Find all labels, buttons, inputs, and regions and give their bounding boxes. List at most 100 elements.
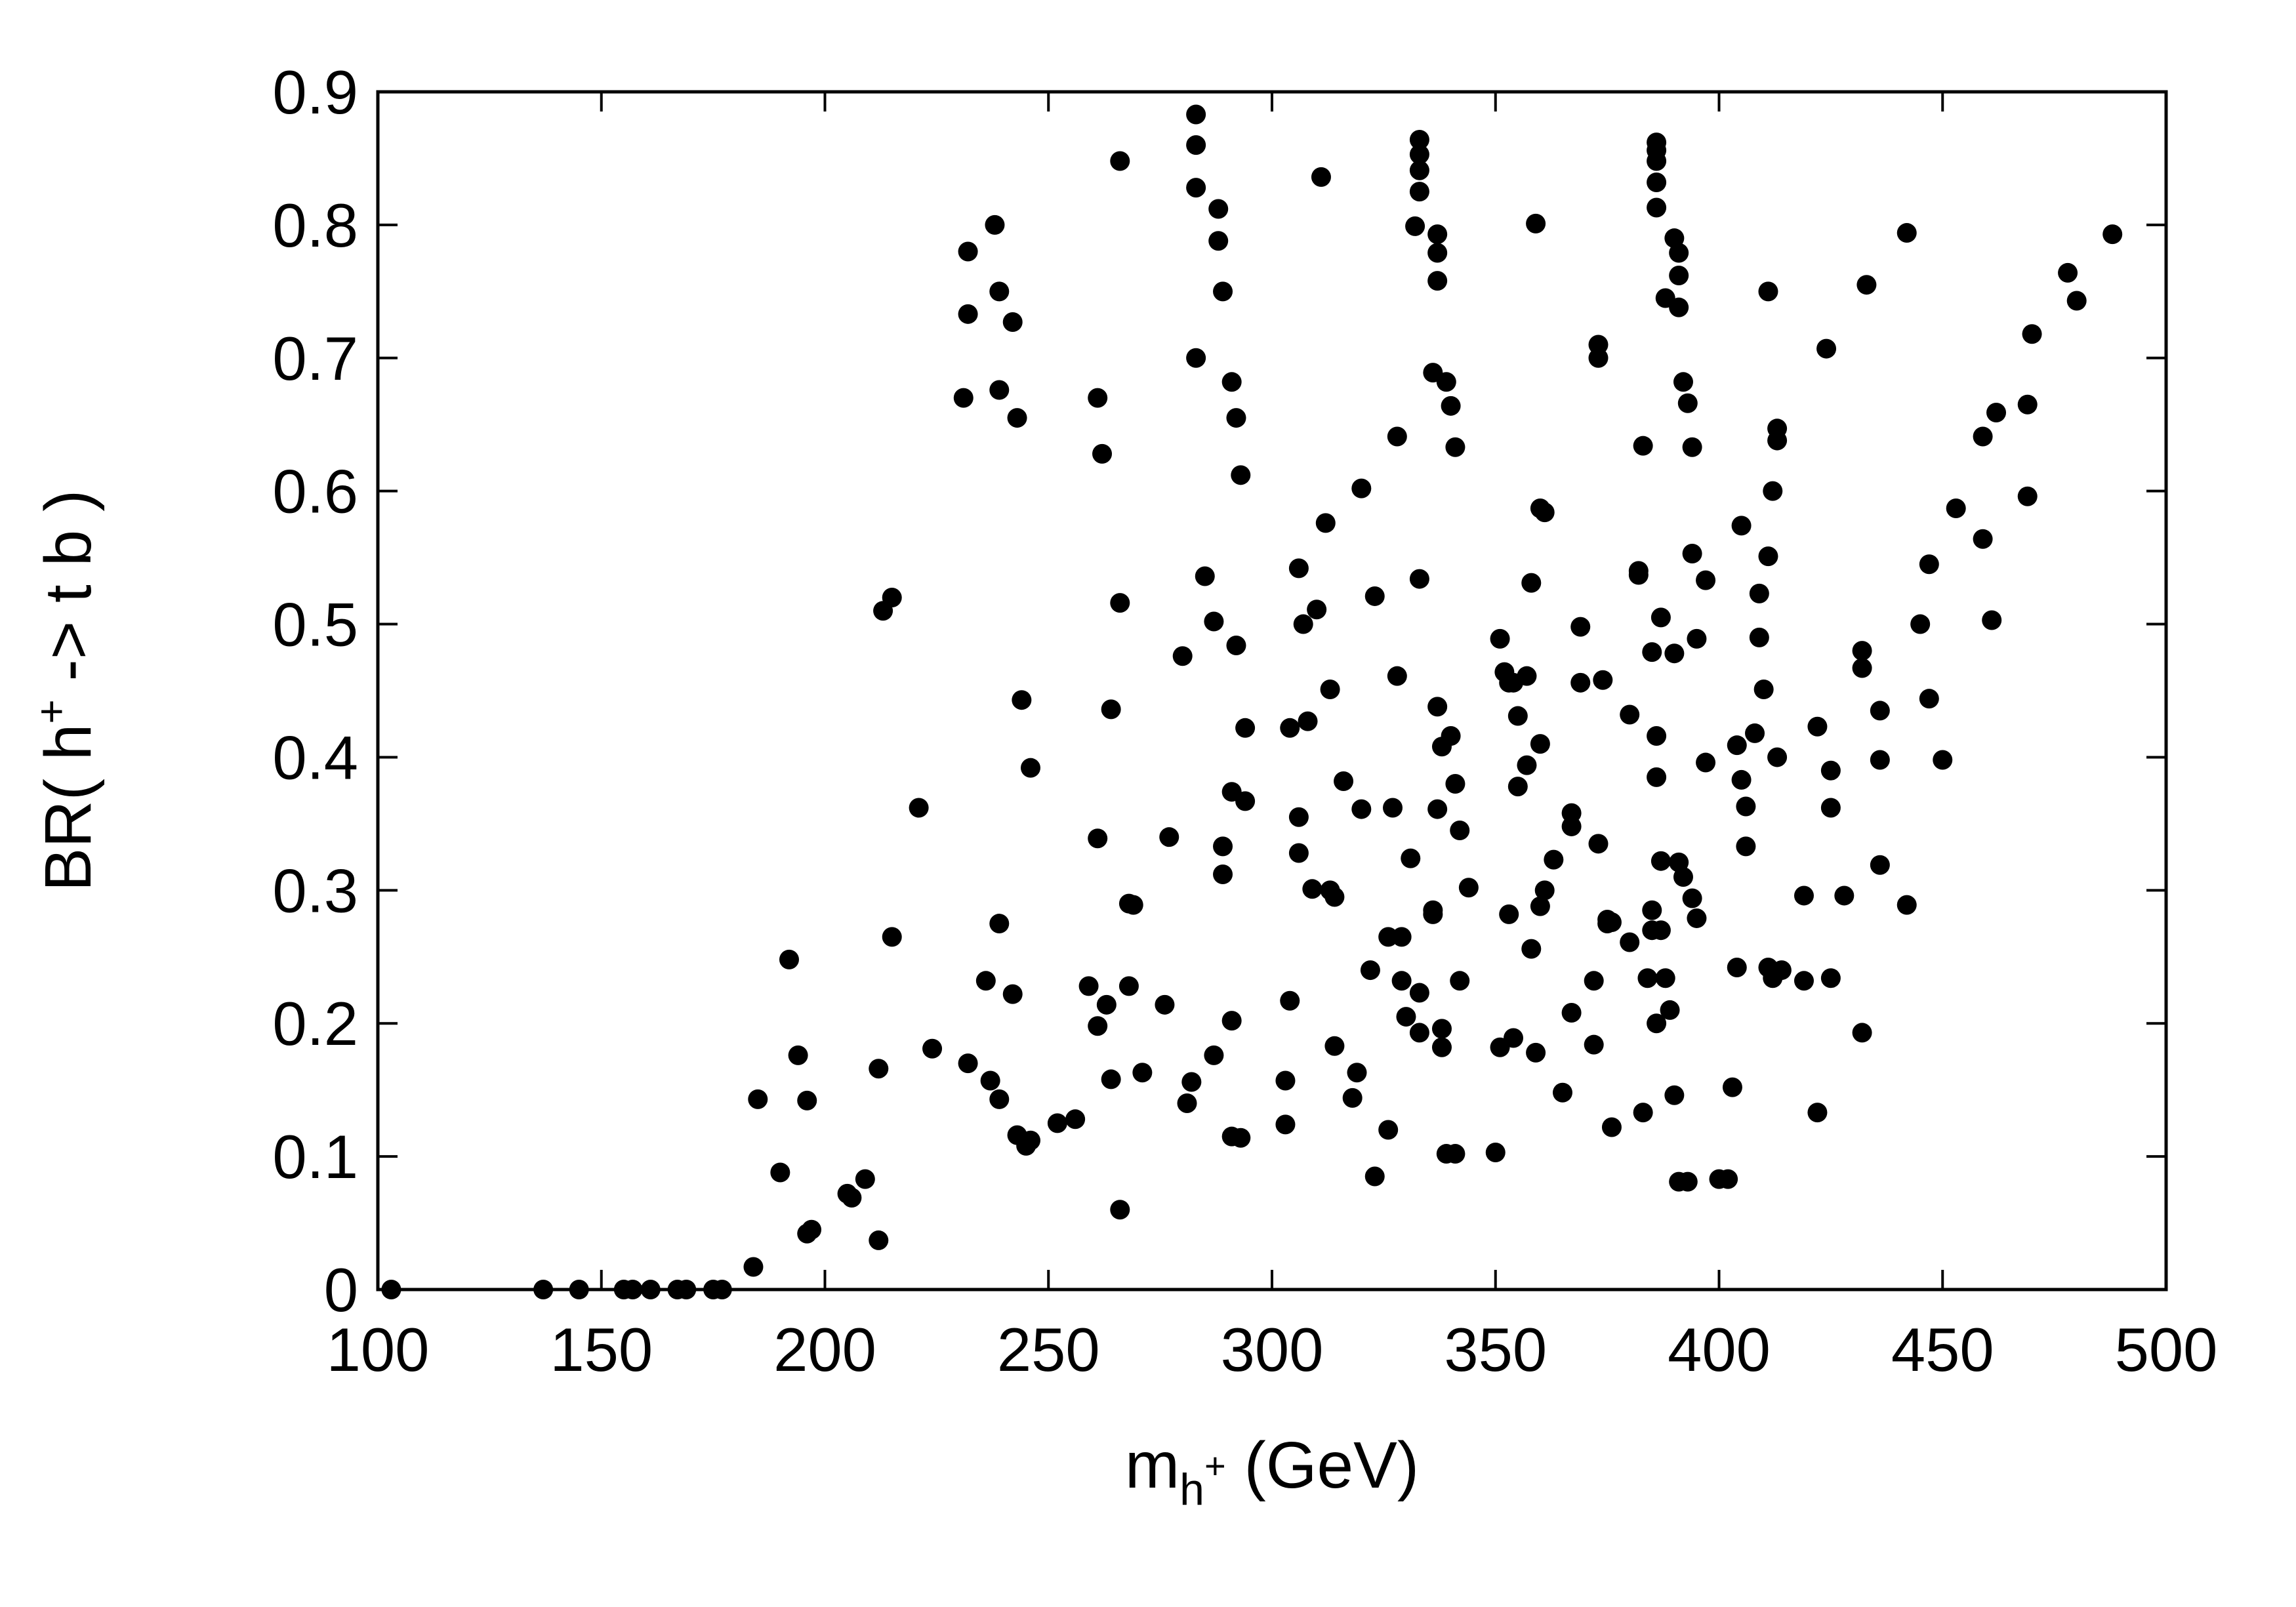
x-tick-label: 350 — [1444, 1315, 1547, 1384]
x-tick-labels: 100 150 200 250 300 350 400 450 500 — [327, 1315, 2218, 1384]
data-point — [712, 1280, 732, 1299]
data-point — [1933, 750, 1953, 770]
data-point — [1092, 443, 1113, 464]
data-point — [1123, 895, 1143, 915]
data-point — [1767, 747, 1788, 767]
data-point — [1534, 502, 1555, 523]
y-tick-label: 0.3 — [272, 856, 358, 925]
data-point — [869, 1059, 889, 1079]
data-point — [1650, 920, 1671, 941]
y-tick-label: 0.7 — [272, 324, 358, 393]
data-point — [1637, 968, 1658, 988]
data-point — [1647, 767, 1667, 787]
data-point — [1208, 199, 1229, 219]
data-point — [1807, 1103, 1828, 1123]
y-tick-label: 0.8 — [272, 191, 358, 260]
data-point — [1110, 593, 1130, 613]
data-point — [788, 1045, 808, 1065]
x-tick-label: 400 — [1668, 1315, 1771, 1384]
data-point — [1409, 144, 1429, 165]
data-point — [958, 304, 978, 324]
data-point — [1311, 167, 1331, 187]
y-axis-label: BR( h+ -> t b ) — [28, 490, 105, 892]
data-point — [1409, 182, 1429, 202]
data-point — [1570, 617, 1591, 637]
data-point — [1226, 636, 1246, 656]
data-point — [1794, 971, 1814, 991]
data-point — [2017, 486, 2038, 506]
data-point — [1441, 725, 1461, 746]
data-point — [1186, 348, 1206, 368]
data-point — [1628, 565, 1649, 585]
data-point — [1682, 544, 1702, 564]
data-point — [1530, 734, 1550, 754]
data-point — [989, 281, 1010, 302]
data-point — [1078, 976, 1099, 996]
data-point — [770, 1162, 790, 1183]
data-point — [1601, 912, 1622, 933]
data-point — [953, 388, 974, 408]
data-point — [1749, 583, 1769, 603]
data-point — [1687, 908, 1707, 928]
data-point — [1660, 1000, 1680, 1020]
data-point — [1633, 1103, 1653, 1123]
data-point — [1396, 1007, 1416, 1027]
data-point — [1584, 1034, 1604, 1055]
data-point — [1427, 243, 1448, 263]
data-point — [1647, 725, 1667, 746]
data-point — [1521, 573, 1542, 593]
data-point — [1736, 836, 1756, 857]
data-point — [1896, 223, 1917, 243]
data-point — [1534, 880, 1555, 901]
data-point — [1745, 723, 1765, 743]
data-point — [1213, 836, 1233, 857]
data-point — [1530, 896, 1550, 916]
x-tick-label: 150 — [550, 1315, 653, 1384]
data-point — [640, 1280, 661, 1299]
data-point — [1334, 771, 1354, 791]
data-point — [1870, 855, 1890, 875]
data-point — [1155, 994, 1175, 1015]
data-point — [1727, 735, 1747, 756]
data-point — [1409, 983, 1429, 1003]
data-point — [1696, 752, 1716, 773]
data-point — [1409, 569, 1429, 589]
data-point — [1431, 1019, 1452, 1039]
data-point — [1288, 558, 1309, 579]
x-tick-label: 500 — [2115, 1315, 2218, 1384]
data-point — [1588, 348, 1609, 368]
y-tick-label: 0.6 — [272, 457, 358, 526]
data-point — [1736, 796, 1756, 817]
data-point — [1669, 297, 1689, 317]
data-point — [1441, 396, 1461, 416]
data-point — [1177, 1093, 1197, 1113]
data-point — [1213, 281, 1233, 302]
data-point — [1423, 904, 1443, 924]
data-point — [1526, 1042, 1546, 1063]
data-point — [1235, 718, 1256, 738]
data-point — [569, 1280, 589, 1299]
y-tick-label: 0.4 — [272, 723, 358, 792]
data-point — [1288, 807, 1309, 827]
data-point — [1288, 843, 1309, 863]
data-point — [1521, 939, 1542, 959]
data-point — [1673, 372, 1693, 392]
data-point — [1101, 699, 1121, 720]
data-point — [1221, 372, 1242, 392]
data-point — [1677, 1171, 1698, 1192]
plot-frame — [376, 90, 2168, 1292]
data-point — [1718, 1169, 1738, 1189]
data-point — [1088, 1016, 1108, 1036]
data-point — [1763, 481, 1783, 501]
data-point — [1834, 885, 1855, 906]
data-point — [1946, 498, 1966, 519]
data-point — [1020, 1130, 1040, 1150]
x-axis-label: mh+ (GeV) — [1125, 1429, 1419, 1515]
x-tick-label: 250 — [997, 1315, 1100, 1384]
data-point — [1731, 769, 1752, 790]
data-point — [743, 1257, 764, 1277]
data-point — [980, 1070, 1000, 1091]
data-point — [1172, 646, 1193, 666]
data-point — [1450, 821, 1470, 841]
data-point — [1620, 704, 1640, 725]
